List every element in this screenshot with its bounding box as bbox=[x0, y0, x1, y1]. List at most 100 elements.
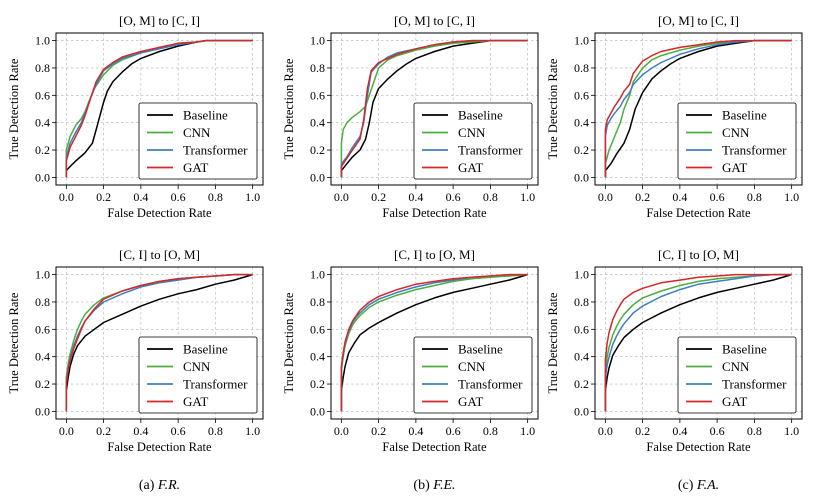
y-tick-label: 0.0 bbox=[310, 404, 325, 418]
y-tick-label: 0.8 bbox=[574, 295, 589, 309]
y-tick-label: 0.0 bbox=[35, 404, 50, 418]
x-tick-label: 0.2 bbox=[371, 190, 386, 204]
chart-title: [C, I] to [O, M] bbox=[119, 247, 200, 262]
y-axis-label: True Detection Rate bbox=[282, 292, 296, 393]
y-tick-label: 0.0 bbox=[35, 170, 50, 184]
x-tick-label: 0.6 bbox=[446, 424, 461, 438]
y-tick-label: 0.6 bbox=[310, 322, 325, 336]
y-tick-label: 0.2 bbox=[574, 377, 589, 391]
legend-frame bbox=[138, 102, 258, 180]
y-tick-label: 0.8 bbox=[310, 61, 325, 75]
x-tick-label: 0.4 bbox=[408, 190, 423, 204]
legend-label: Baseline bbox=[722, 108, 767, 123]
legend-label: GAT bbox=[183, 394, 208, 409]
legend-label: Transformer bbox=[722, 143, 787, 158]
x-tick-label: 0.6 bbox=[171, 190, 186, 204]
x-tick-label: 0.0 bbox=[334, 424, 349, 438]
legend-label: Baseline bbox=[183, 342, 228, 357]
y-tick-label: 0.6 bbox=[35, 322, 50, 336]
x-tick-label: 0.4 bbox=[672, 424, 687, 438]
legend-label: CNN bbox=[722, 359, 750, 374]
roc-panel: 0.0 0.2 0.4 0.6 0.8 1.0 0.0 0.2 0.4 0.6 0.8 1.0 [O, … bbox=[282, 13, 539, 220]
y-axis-label: True Detection Rate bbox=[7, 58, 21, 159]
x-tick-label: 1.0 bbox=[784, 190, 799, 204]
x-axis-label: False Detection Rate bbox=[382, 206, 487, 220]
legend-label: Baseline bbox=[722, 342, 767, 357]
caption-label: (c) bbox=[678, 478, 697, 493]
y-tick-label: 0.8 bbox=[35, 61, 50, 75]
y-tick-label: 0.4 bbox=[574, 116, 589, 130]
y-tick-label: 0.0 bbox=[310, 170, 325, 184]
plot-frame bbox=[55, 32, 264, 186]
y-tick-label: 1.0 bbox=[310, 268, 325, 282]
legend-frame bbox=[677, 102, 797, 180]
caption-metric: F.A. bbox=[696, 478, 719, 493]
chart-title: [O, M] to [C, I] bbox=[394, 13, 475, 28]
legend-frame bbox=[413, 102, 533, 180]
x-tick-label: 0.0 bbox=[598, 424, 613, 438]
legend-label: Transformer bbox=[183, 377, 248, 392]
x-axis-label: False Detection Rate bbox=[107, 206, 212, 220]
legend-label: GAT bbox=[722, 394, 747, 409]
y-tick-label: 0.2 bbox=[574, 143, 589, 157]
y-axis-label: True Detection Rate bbox=[282, 58, 296, 159]
roc-line-baseline bbox=[604, 273, 792, 412]
roc-line-baseline bbox=[340, 39, 528, 178]
y-tick-label: 0.6 bbox=[310, 88, 325, 102]
legend-label: CNN bbox=[458, 125, 486, 140]
roc-line-gat bbox=[604, 273, 792, 412]
y-tick-label: 1.0 bbox=[574, 268, 589, 282]
caption-label: (b) bbox=[413, 478, 433, 493]
x-tick-label: 0.2 bbox=[96, 424, 111, 438]
x-tick-label: 0.2 bbox=[635, 190, 650, 204]
plot-frame bbox=[55, 266, 264, 420]
y-tick-label: 0.4 bbox=[35, 116, 50, 130]
legend: Baseline CNN Transformer GAT bbox=[677, 336, 797, 414]
y-axis-label: True Detection Rate bbox=[7, 292, 21, 393]
roc-panel: 0.0 0.2 0.4 0.6 0.8 1.0 0.0 0.2 0.4 0.6 0.8 1.0 [C, … bbox=[7, 247, 264, 454]
legend-label: GAT bbox=[183, 160, 208, 175]
plot-frame bbox=[594, 266, 803, 420]
chart-title: [C, I] to [O, M] bbox=[658, 247, 739, 262]
roc-panel: 0.0 0.2 0.4 0.6 0.8 1.0 0.0 0.2 0.4 0.6 0.8 1.0 [O, … bbox=[7, 13, 264, 220]
x-axis-label: False Detection Rate bbox=[646, 206, 751, 220]
caption-metric: F.R. bbox=[157, 478, 180, 493]
x-tick-label: 0.0 bbox=[59, 190, 74, 204]
legend-label: Transformer bbox=[722, 377, 787, 392]
subfigure-caption: (b) F.E. bbox=[413, 478, 455, 493]
x-tick-label: 0.6 bbox=[710, 190, 725, 204]
chart-title: [C, I] to [O, M] bbox=[394, 247, 475, 262]
roc-panel: 0.0 0.2 0.4 0.6 0.8 1.0 0.0 0.2 0.4 0.6 0.8 1.0 [C, … bbox=[546, 247, 803, 454]
x-axis-label: False Detection Rate bbox=[382, 440, 487, 454]
y-axis-label: True Detection Rate bbox=[546, 58, 560, 159]
y-tick-label: 0.8 bbox=[574, 61, 589, 75]
y-tick-label: 0.2 bbox=[35, 377, 50, 391]
x-tick-label: 0.4 bbox=[408, 424, 423, 438]
y-tick-label: 1.0 bbox=[35, 34, 50, 48]
y-tick-label: 0.6 bbox=[574, 322, 589, 336]
legend-label: Baseline bbox=[458, 342, 503, 357]
legend-label: GAT bbox=[458, 394, 483, 409]
y-tick-label: 0.6 bbox=[574, 88, 589, 102]
x-tick-label: 0.0 bbox=[334, 190, 349, 204]
x-tick-label: 0.8 bbox=[747, 424, 762, 438]
x-tick-label: 1.0 bbox=[520, 424, 535, 438]
legend-label: Transformer bbox=[183, 143, 248, 158]
y-tick-label: 0.6 bbox=[35, 88, 50, 102]
legend-label: CNN bbox=[722, 125, 750, 140]
roc-line-cnn bbox=[340, 39, 528, 178]
x-tick-label: 0.0 bbox=[598, 190, 613, 204]
roc-line-baseline bbox=[65, 273, 253, 412]
legend-label: GAT bbox=[458, 160, 483, 175]
x-tick-label: 0.8 bbox=[747, 190, 762, 204]
caption-label: (a) bbox=[139, 478, 158, 493]
legend: Baseline CNN Transformer GAT bbox=[677, 102, 797, 180]
y-tick-label: 1.0 bbox=[35, 268, 50, 282]
plot-frame bbox=[330, 266, 539, 420]
x-tick-label: 0.8 bbox=[483, 190, 498, 204]
x-tick-label: 0.0 bbox=[59, 424, 74, 438]
y-tick-label: 0.8 bbox=[310, 295, 325, 309]
subfigure-caption: (c) F.A. bbox=[678, 478, 719, 493]
legend-label: Baseline bbox=[458, 108, 503, 123]
